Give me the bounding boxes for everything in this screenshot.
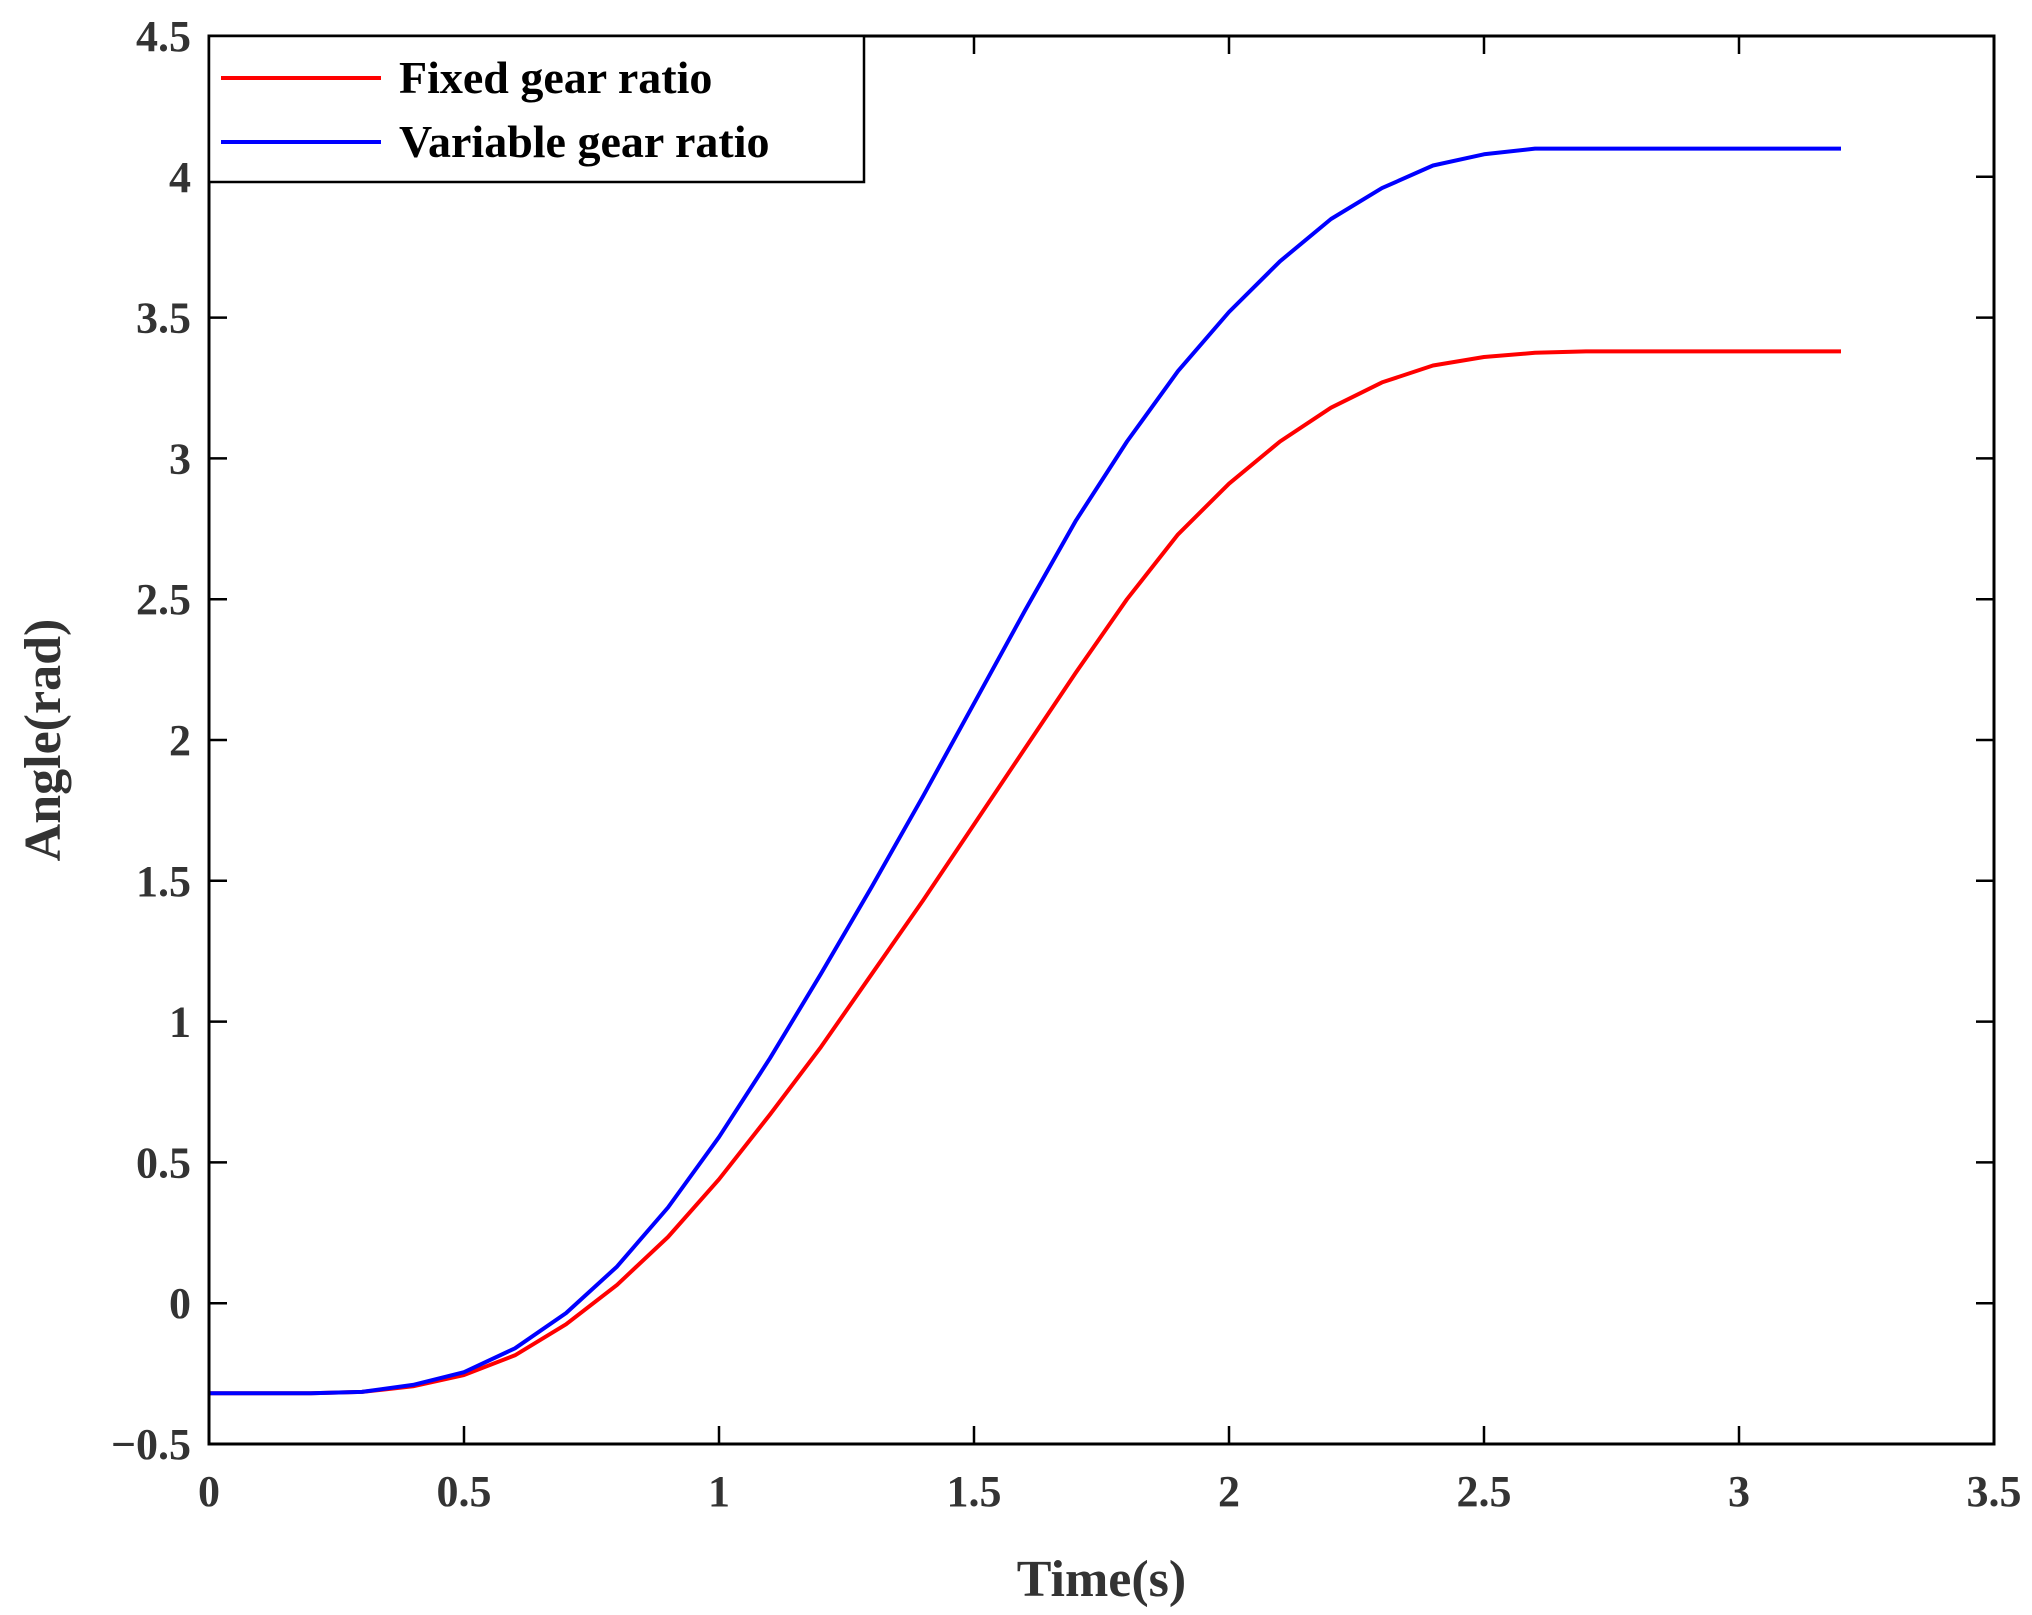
y-tick-label: 4	[169, 153, 191, 202]
legend-label-variable-gear-ratio: Variable gear ratio	[399, 116, 770, 167]
y-tick-label: 1.5	[136, 857, 191, 906]
x-tick-label: 2	[1218, 1467, 1240, 1516]
legend: Fixed gear ratio Variable gear ratio	[207, 34, 866, 184]
y-tick-label: 1	[169, 998, 191, 1047]
y-tick-label: 4.5	[136, 12, 191, 61]
legend-label-fixed-gear-ratio: Fixed gear ratio	[399, 52, 712, 103]
plot-frame	[207, 34, 1996, 1446]
y-tick-label: 3.5	[136, 294, 191, 343]
legend-box	[207, 34, 866, 184]
x-tick-label: 0	[198, 1467, 220, 1516]
y-tick-label: 2	[169, 716, 191, 765]
y-tick-label: 2.5	[136, 575, 191, 624]
x-tick-label: 1	[708, 1467, 730, 1516]
x-tick-label: 3	[1728, 1467, 1750, 1516]
tick-layer: 0 0.5 1 1.5 2 2.5 3 3.5−0.500.511.522.533.544.5	[111, 12, 2022, 1516]
series-line-fixed-gear-ratio	[209, 349, 1841, 1396]
y-tick-label: 3	[169, 434, 191, 483]
x-tick-label: 0.5	[437, 1467, 492, 1516]
y-tick-label: −0.5	[111, 1420, 191, 1469]
y-tick-label: 0.5	[136, 1138, 191, 1187]
y-tick-label: 0	[169, 1279, 191, 1328]
x-tick-label: 3.5	[1967, 1467, 2022, 1516]
x-tick-label: 2.5	[1457, 1467, 1512, 1516]
x-tick-label: 1.5	[947, 1467, 1002, 1516]
x-axis-label: Time(s)	[1017, 1551, 1186, 1608]
series-layer	[209, 146, 1841, 1396]
y-axis-label: Angle(rad)	[15, 619, 72, 862]
series-line-variable-gear-ratio	[209, 146, 1841, 1396]
